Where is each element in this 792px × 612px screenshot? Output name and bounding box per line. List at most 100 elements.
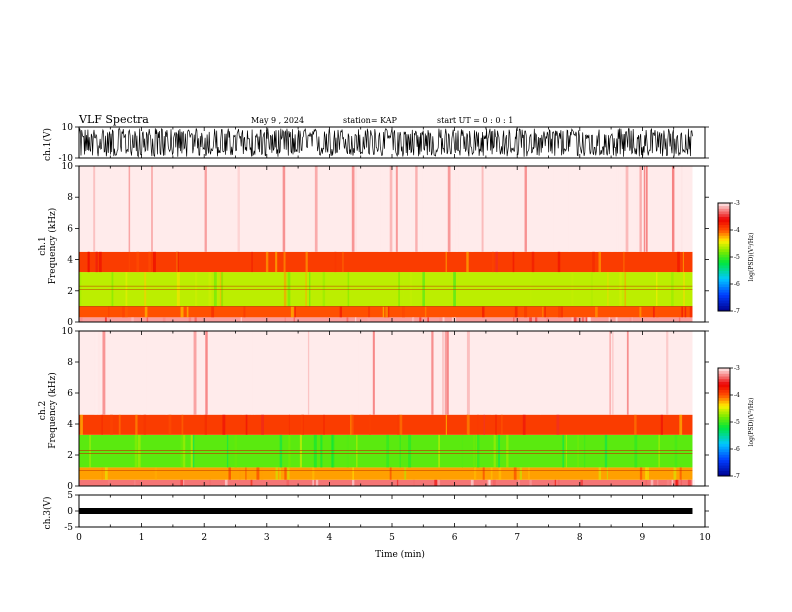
ch1-spec-streak: [558, 306, 561, 318]
ch1-spec-streak: [427, 317, 429, 322]
x-tick-label: 0: [76, 533, 82, 543]
ch2-spec-streak: [626, 331, 629, 415]
ch1-spec-streak: [284, 317, 286, 322]
ch2-spec-colorbar-cell: [718, 411, 730, 415]
ch1-spec-streak: [367, 317, 371, 322]
ch2-spec-streak: [466, 414, 470, 435]
ch1-spec-colorbar-cell: [718, 238, 730, 242]
ch1-spec-ytick-label: 8: [67, 193, 73, 203]
ch2-spec-streak: [558, 479, 560, 486]
ch1-spec-streak: [542, 306, 544, 318]
ch2-spec-streak: [483, 414, 485, 435]
ch2-spec-streak: [611, 331, 614, 415]
ch2-spec-colorbar-tick-label: -6: [734, 446, 740, 453]
ch2-spec-streak: [352, 467, 354, 480]
ch1-spec-streak: [383, 306, 387, 318]
ch1-spec-streak: [451, 317, 454, 322]
ch1-spec-colorbar-cell: [718, 213, 730, 217]
ch2-spec-streak: [529, 479, 532, 486]
ch1-spec-streak: [410, 166, 413, 252]
ch2-spec-streak: [389, 467, 392, 480]
ch2-spec-colorbar-cell: [718, 376, 730, 380]
ch2-spec-streak: [609, 331, 611, 415]
ch1-spec-colorbar-tick-label: -6: [734, 281, 740, 288]
ch1-spec-streak: [588, 317, 591, 322]
ch2-spec-streak: [288, 414, 290, 435]
ch2-spec-streak: [102, 331, 106, 415]
ch1-spec-colorbar-cell: [718, 273, 730, 277]
ch1-spec-colorbar-cell: [718, 284, 730, 288]
ch1-spec-streak: [334, 251, 337, 273]
ch1-spec-streak: [535, 317, 538, 322]
ch2-spec-streak: [250, 479, 253, 486]
ch1-spec-streak: [643, 166, 645, 252]
ch1-spec-streak: [616, 166, 619, 252]
ch1-spec-colorbar-cell: [718, 302, 730, 306]
ch2-spec-colorbar-tick-label: -7: [734, 473, 740, 480]
ch1-spec-streak: [394, 166, 396, 252]
ch1-spec-colorbar-cell: [718, 305, 730, 309]
ch2-spec-streak: [565, 434, 567, 468]
ch1-spec-streak: [447, 166, 451, 252]
ch2-spec-band: [79, 434, 693, 468]
ch1-spec-streak: [211, 306, 215, 318]
ch1-spec-streak: [623, 251, 625, 273]
ch2-spec-streak: [104, 467, 108, 480]
ch1-spec-colorbar-tick-label: -3: [734, 200, 740, 207]
ch2-spec-streak: [634, 434, 638, 468]
ch2-spec-colorbar-tick-label: -5: [734, 419, 740, 426]
ch1-spec-colorbar-cell: [718, 281, 730, 285]
ch1-spec-streak: [639, 306, 642, 318]
ch2-spec-colorbar-cell: [718, 381, 730, 385]
ch2-spec-ytick-label: 4: [67, 420, 73, 430]
ch1-spec-streak: [571, 317, 573, 322]
ch2-spec-streak: [205, 331, 208, 415]
ch2-spec-streak: [466, 331, 470, 415]
ch1-spec-streak: [512, 251, 515, 273]
ch1-spec-streak: [240, 317, 242, 322]
ch2-spec-streak: [482, 467, 485, 480]
ch2-spec-band: [79, 479, 693, 486]
ch1-spec-streak: [574, 317, 577, 322]
ch1-spec-band: [79, 317, 693, 322]
ch2-spec-colorbar-cell: [718, 454, 730, 458]
ch2-spec-streak: [395, 331, 399, 415]
ch1-ytick-label: 10: [62, 123, 74, 133]
ch2-spec-streak: [351, 414, 354, 435]
ch2-spec-ytick-label: 8: [67, 358, 73, 368]
ch2-spec-streak: [639, 467, 643, 480]
ch1-spec-streak: [531, 251, 535, 273]
ch1-spec-colorbar-tick-label: -7: [734, 308, 740, 315]
ch1-spec-streak: [592, 251, 595, 273]
ch1-spec-streak: [283, 251, 286, 273]
ch1-spec-streak: [355, 166, 357, 252]
ch2-spec-streak: [183, 479, 185, 486]
ch2-spec-streak: [674, 434, 678, 468]
ch1-spec-streak: [524, 306, 528, 318]
ch2-spec-colorbar-cell: [718, 389, 730, 393]
ch2-spec-streak: [443, 331, 446, 415]
ch1-spec-streak: [665, 166, 668, 252]
ch1-spec-streak: [351, 166, 355, 252]
ch2-spec-streak: [583, 434, 586, 468]
ch2-spec-colorbar-cell: [718, 392, 730, 396]
ch1-spec-ylabel: ch.1Frequency (kHz): [38, 208, 58, 285]
ch1-ytick-label: -10: [59, 154, 74, 164]
ch1-spec-streak: [308, 166, 311, 252]
ch2-spec-streak: [288, 434, 291, 468]
ch1-spec-streak: [625, 166, 629, 252]
ch2-spec-streak: [498, 467, 502, 480]
ch1-spec-ylabel-line: Frequency (kHz): [47, 208, 58, 285]
ch2-spec-streak: [241, 331, 244, 415]
ch2-spec-colorbar-cell: [718, 427, 730, 431]
ch2-spec-streak: [647, 467, 650, 480]
ch1-spec-streak: [265, 251, 269, 273]
ch1-spec-streak: [162, 317, 166, 322]
ch1-spec-streak: [482, 306, 485, 318]
ch1-ylabel: ch.1(V): [42, 128, 53, 161]
x-tick-label: 7: [514, 533, 520, 543]
ch2-spec-colorbar-cell: [718, 443, 730, 447]
ch2-spec-streak: [251, 331, 253, 415]
ch1-spec-streak: [419, 317, 422, 322]
